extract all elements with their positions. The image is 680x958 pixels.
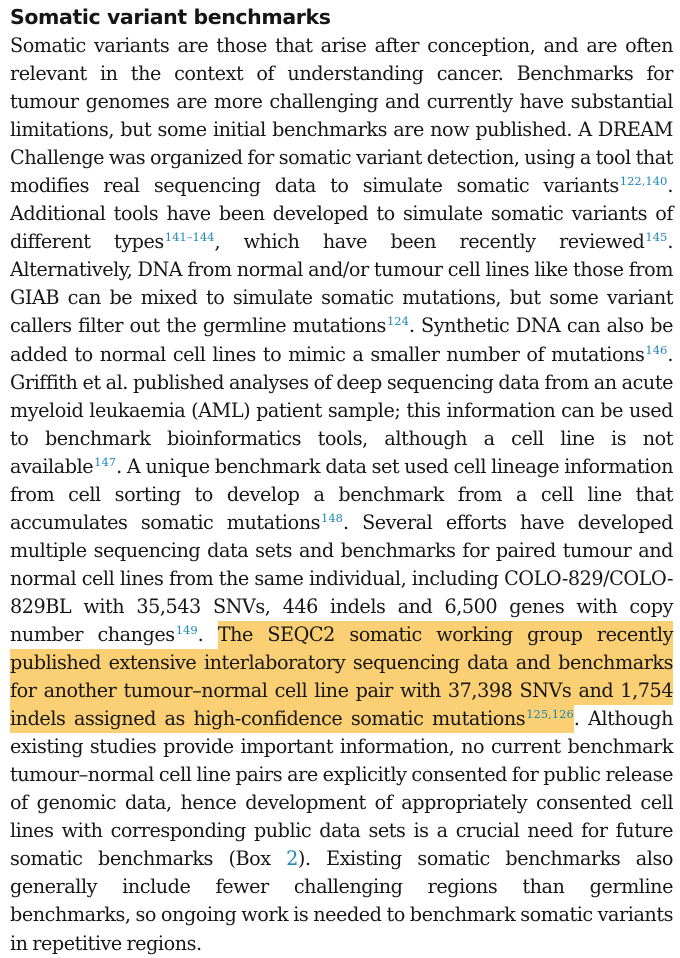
citation-ref[interactable]: 148 (321, 510, 343, 525)
body-paragraph: Somatic variants are those that arise af… (10, 32, 673, 958)
text-run: . A unique benchmark data set used cell … (10, 454, 673, 534)
text-run: ). Existing somatic benchmarks also gene… (10, 847, 673, 955)
citation-ref[interactable]: 146 (645, 342, 668, 357)
text-run: . Griffith et al. published analyses of … (10, 342, 673, 478)
box-link[interactable]: 2 (286, 847, 298, 871)
text-run: . Several efforts have developed multipl… (10, 510, 673, 646)
citation-ref[interactable]: 145 (645, 230, 668, 245)
citation-ref[interactable]: 149 (175, 622, 198, 637)
section-heading: Somatic variant benchmarks (10, 5, 331, 29)
citation-ref[interactable]: 147 (94, 454, 117, 469)
text-run: , which have been recently reviewed (214, 230, 645, 254)
text-run: . Although existing studies provide impo… (10, 707, 673, 871)
text-run: Somatic variants are those that arise af… (10, 34, 673, 198)
text-run: . Additional tools have been developed t… (10, 174, 673, 254)
citation-ref[interactable]: 125,126 (526, 707, 574, 722)
citation-ref[interactable]: 122,140 (619, 174, 668, 189)
citation-ref[interactable]: 124 (386, 314, 409, 329)
highlighted-text: The SEQC2 somatic working group recently… (10, 622, 673, 731)
text-run: . Alternatively, DNA from normal and/or … (10, 230, 673, 338)
text-run: . (197, 622, 218, 646)
citation-ref[interactable]: 141–144 (164, 230, 215, 245)
text-run: . Synthetic DNA can also be added to nor… (10, 314, 673, 366)
